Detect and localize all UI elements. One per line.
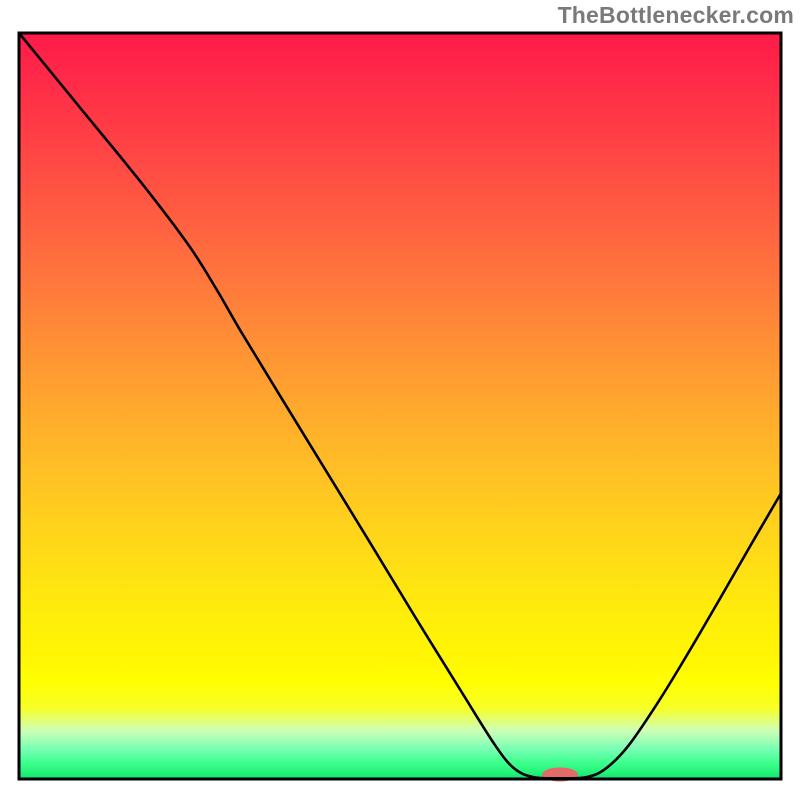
plot-background: [19, 33, 781, 779]
chart-wrapper: { "watermark": { "text": "TheBottlenecke…: [0, 0, 800, 800]
bottleneck-chart: [0, 0, 800, 800]
